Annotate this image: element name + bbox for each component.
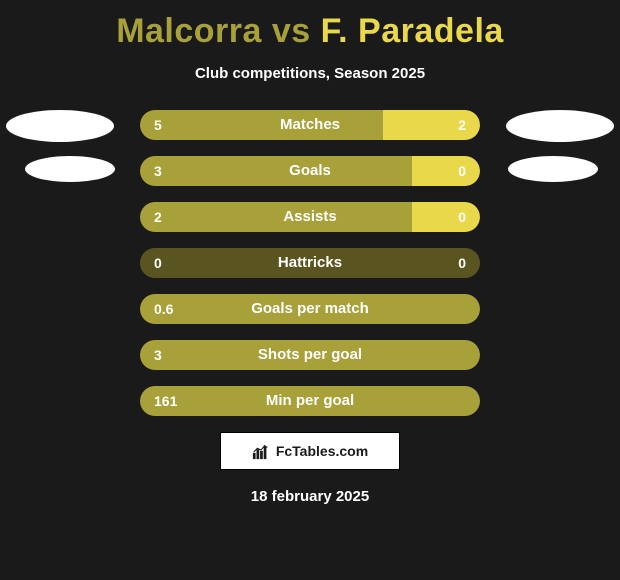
- subtitle: Club competitions, Season 2025: [0, 65, 620, 82]
- bar-left: [140, 110, 383, 140]
- stat-row: 0 0Hattricks: [140, 248, 480, 278]
- value-left: 2: [154, 202, 162, 232]
- bars-icon: [252, 442, 270, 460]
- stat-row: 20Assists: [140, 202, 480, 232]
- bar-left: [140, 294, 480, 324]
- bar-right: [412, 202, 480, 232]
- bar-left: [140, 386, 480, 416]
- stat-row: 161Min per goal: [140, 386, 480, 416]
- stat-row: 52Matches: [140, 110, 480, 140]
- bar-left: [140, 202, 412, 232]
- player1-name: Malcorra: [116, 12, 262, 50]
- bar-right: [412, 156, 480, 186]
- value-right: 0: [458, 156, 466, 186]
- vs-separator: vs: [272, 12, 311, 50]
- value-left: 0.6: [154, 294, 173, 324]
- player2-name: F. Paradela: [321, 12, 504, 50]
- value-right: 0: [458, 248, 466, 278]
- value-left: 3: [154, 340, 162, 370]
- stat-row: 0.6Goals per match: [140, 294, 480, 324]
- mid-right-ellipse: [508, 156, 598, 182]
- value-left: 161: [154, 386, 177, 416]
- stats-area: 52Matches30Goals20Assists00Hattricks0.6G…: [0, 110, 620, 416]
- bar-left: [140, 340, 480, 370]
- watermark: FcTables.com: [220, 432, 400, 470]
- top-right-ellipse: [506, 110, 614, 142]
- mid-left-ellipse: [25, 156, 115, 182]
- value-left: 3: [154, 156, 162, 186]
- date-text: 18 february 2025: [0, 488, 620, 505]
- value-right: 0: [458, 202, 466, 232]
- stat-label: Hattricks: [140, 248, 480, 278]
- comparison-title: Malcorra vs F. Paradela: [0, 0, 620, 51]
- bar-left: [140, 156, 412, 186]
- value-left: 5: [154, 110, 162, 140]
- stat-row: 30Goals: [140, 156, 480, 186]
- watermark-text: FcTables.com: [276, 443, 368, 459]
- value-left: 0: [154, 248, 162, 278]
- stat-row: 3Shots per goal: [140, 340, 480, 370]
- top-left-ellipse: [6, 110, 114, 142]
- value-right: 2: [458, 110, 466, 140]
